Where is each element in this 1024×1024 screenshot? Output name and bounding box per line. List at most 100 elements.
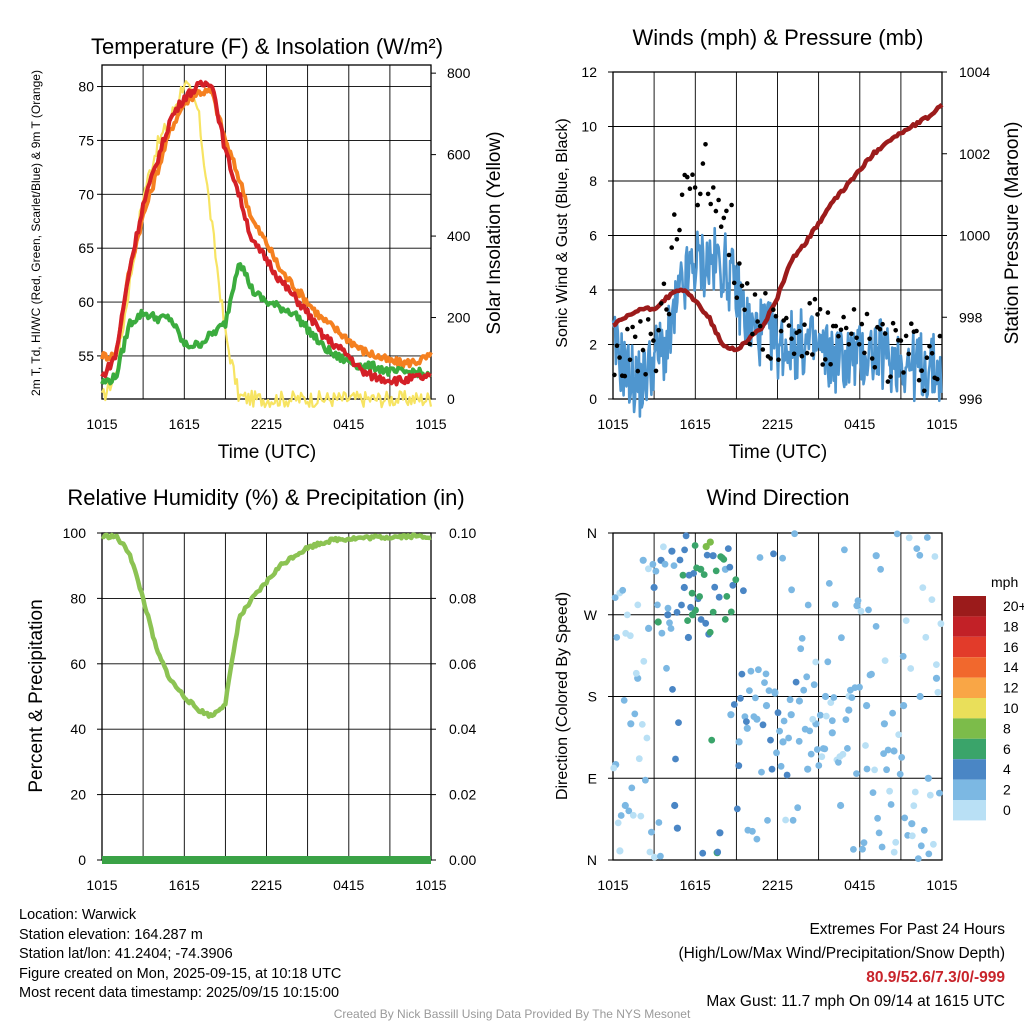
temperature-chart-title: Temperature (F) & Insolation (W/m²) [91,34,443,59]
direction-point [774,709,782,717]
direction-point [729,581,737,589]
gust-point [750,331,755,337]
gust-point [648,331,654,337]
direction-point [693,564,700,572]
direction-point [753,835,761,843]
legend-label: 0 [1003,802,1011,818]
gust-point [797,328,802,334]
series-line-yellow [100,80,433,409]
gust-point [854,335,859,341]
y-tick-label: 8 [589,173,597,189]
gust-point [679,192,685,198]
x-tick-label: 2215 [251,877,282,893]
direction-point [928,596,936,603]
series-line-red [100,79,432,387]
gust-point [614,343,620,349]
y2-tick-label: 996 [959,391,983,407]
gust-point [890,320,896,326]
direction-point [737,694,744,702]
direction-point [865,606,872,614]
meteogram-figure: Temperature (F) & Insolation (W/m²)55606… [26,25,1024,893]
direction-point [837,801,845,810]
x-tick-label: 1015 [86,877,117,893]
extremes-subtitle: (High/Low/Max Wind/Precipitation/Snow De… [678,945,1006,962]
direction-point [777,762,785,770]
wind-direction-y-axis-label: Direction (Colored By Speed) [554,592,571,800]
gust-point [768,356,773,361]
direction-point [650,583,658,592]
y-tick-label: 4 [589,282,597,298]
gust-point [726,252,732,258]
direction-point [635,755,643,763]
gust-point [635,368,641,374]
winds-panel: Winds (mph) & Pressure (mb) 0 2 4 6 8 10 12 996 9… [554,25,1023,463]
direction-point [923,534,931,541]
direction-point [706,628,714,636]
y-tick-label: 20 [70,787,86,803]
station-elevation: Station elevation: 164.287 m [19,926,203,943]
y-tick-label: 70 [78,186,94,202]
direction-point [716,829,724,837]
direction-point [764,817,771,824]
legend-label: 16 [1003,639,1019,655]
gust-point [820,362,825,367]
gust-point [867,336,872,342]
direction-point [883,766,890,774]
direction-point [911,788,919,796]
gust-point [760,347,766,352]
gust-point [661,281,667,287]
gust-point [640,347,646,353]
y-tick-label: 80 [78,79,94,95]
direction-point [681,546,688,554]
direction-point [667,625,675,632]
direction-point [931,553,939,560]
direction-point [712,567,720,575]
direction-point [907,665,915,672]
y-tick-label: 12 [581,64,597,80]
direction-point [895,731,903,738]
direction-point [880,720,889,728]
direction-point [807,750,815,758]
direction-point [688,589,696,597]
gust-point [843,325,849,331]
direction-point [714,848,722,856]
direction-point [709,608,717,616]
y-tick-label: W [584,607,598,623]
direction-point [639,556,647,564]
gust-point [739,283,745,289]
direction-point [673,824,682,832]
station-info: Location: Warwick Station elevation: 164… [19,906,341,1004]
y2-tick-label: 200 [447,310,471,326]
gust-point [812,296,818,302]
legend-swatch [953,698,986,719]
direction-point [878,843,886,851]
direction-point [925,850,933,858]
legend-swatch [953,677,986,698]
direction-point [723,593,731,600]
direction-point [821,692,830,701]
direction-point [797,645,805,653]
gust-point [664,307,669,312]
direction-point [869,789,877,796]
direction-point [901,814,909,822]
direction-point [770,550,777,558]
gust-point [729,202,734,208]
y2-tick-label: 400 [447,228,471,244]
direction-point [889,709,896,717]
direction-point [730,701,738,708]
legend-label: 8 [1003,720,1011,736]
legend-swatch [953,800,986,821]
direction-point [804,765,812,773]
direction-point [684,633,693,642]
direction-point [619,586,627,594]
direction-point [637,812,645,820]
direction-point [908,832,916,840]
direction-point [759,721,767,729]
direction-point [658,629,666,637]
gust-point [929,351,935,356]
direction-point [824,658,832,666]
direction-point [874,814,881,822]
direction-point [732,576,740,584]
legend-swatch [953,718,986,739]
direction-point [642,776,649,784]
